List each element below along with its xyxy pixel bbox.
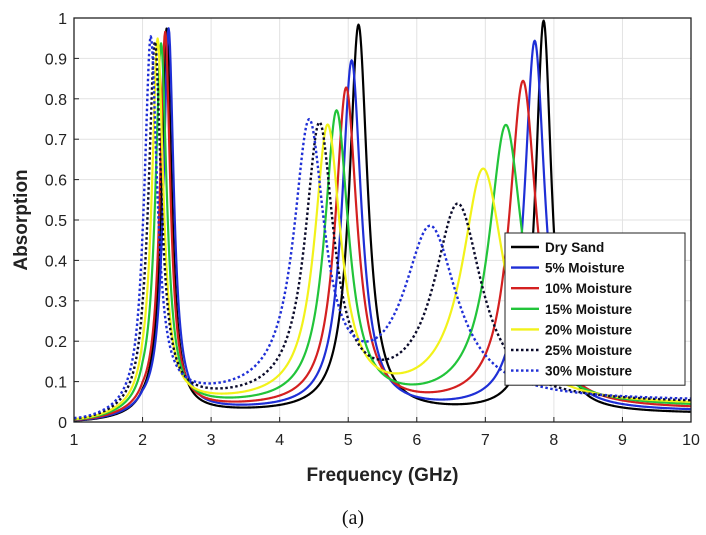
- y-tick-label: 0.9: [45, 51, 67, 68]
- legend-label: 5% Moisture: [545, 261, 625, 276]
- x-tick-label: 9: [618, 432, 627, 449]
- y-tick-labels: 0 0.1 0.2 0.3 0.4 0.5 0.6 0.7 0.8 0.9 1: [45, 11, 67, 432]
- y-tick-label: 0.4: [45, 253, 67, 270]
- y-tick-label: 0.8: [45, 92, 67, 109]
- x-tick-label: 5: [344, 432, 353, 449]
- legend-label: 25% Moisture: [545, 343, 633, 358]
- series-line-dry-sand: [74, 19, 691, 422]
- y-tick-label: 0.5: [45, 213, 67, 230]
- x-tick-label: 8: [549, 432, 558, 449]
- y-tick-label: 0.6: [45, 173, 67, 190]
- x-tick-label: 10: [682, 432, 700, 449]
- series-line-30-moisture: [74, 35, 691, 420]
- series-line-15-moisture: [74, 42, 691, 421]
- legend-label: Dry Sand: [545, 240, 604, 255]
- x-tick-label: 4: [275, 432, 284, 449]
- plot-frame: [73, 17, 692, 423]
- series-line-20-moisture: [74, 37, 691, 421]
- legend: Dry Sand 5% Moisture 10% Moisture 15% Moist…: [504, 232, 686, 386]
- legend-label: 10% Moisture: [545, 281, 633, 296]
- legend-label: 20% Moisture: [545, 322, 633, 337]
- y-tick-label: 1: [58, 11, 67, 28]
- y-axis-label: Absorption: [11, 169, 32, 270]
- series-lines: [74, 19, 691, 422]
- x-tick-label: 1: [70, 432, 79, 449]
- series-line-25-moisture: [74, 40, 691, 420]
- y-tick-label: 0: [58, 415, 67, 432]
- x-tick-label: 7: [481, 432, 490, 449]
- y-tick-label: 0.7: [45, 132, 67, 149]
- x-tick-label: 3: [207, 432, 216, 449]
- x-tick-labels: 1 2 3 4 5 6 7 8 9 10: [70, 432, 700, 449]
- y-tick-label: 0.3: [45, 294, 67, 311]
- x-tick-label: 2: [138, 432, 147, 449]
- x-tick-label: 6: [412, 432, 421, 449]
- figure-caption: (a): [342, 507, 364, 529]
- legend-label: 30% Moisture: [545, 364, 633, 379]
- legend-label: 15% Moisture: [545, 302, 633, 317]
- y-tick-label: 0.1: [45, 375, 67, 392]
- x-axis-label: Frequency (GHz): [306, 465, 458, 486]
- y-tick-label: 0.2: [45, 334, 67, 351]
